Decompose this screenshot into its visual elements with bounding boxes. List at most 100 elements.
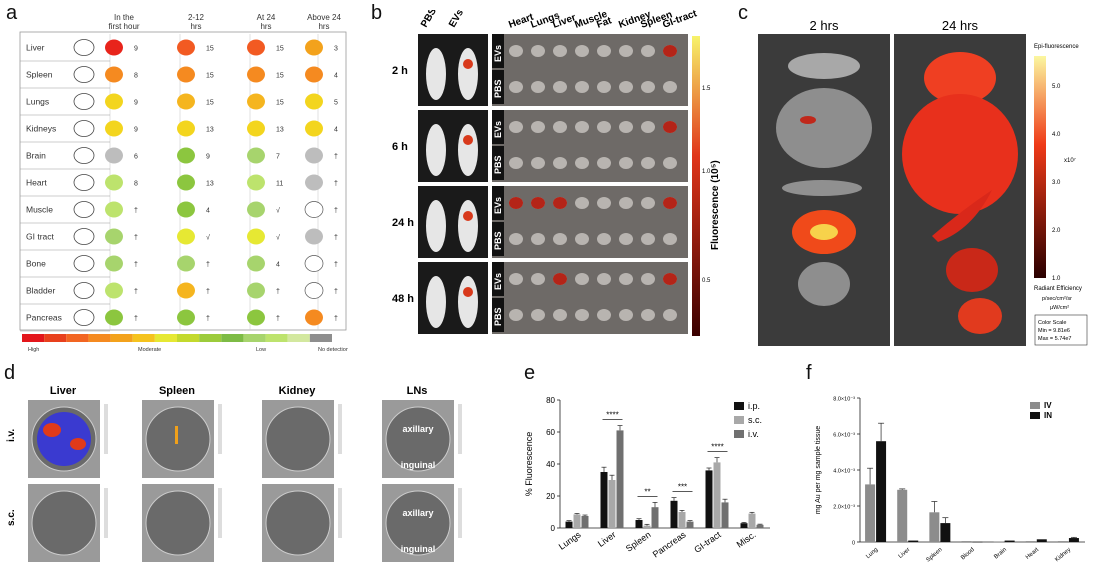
panel-a-organ-heat [177,120,195,137]
panel-b-organ-blob [531,81,545,93]
panel-d-ln-label: axillary [402,508,433,518]
panel-a-organ-outline [73,255,95,272]
panel-b-colorbar [692,36,700,336]
panel-a-organ-heat [247,174,265,191]
panel-b-mouse-signal [463,135,473,145]
panel-a-count: † [334,262,338,269]
panel-c-scale-box-line: Color Scale [1038,320,1066,326]
panel-b-row-tag: EVs [493,197,503,214]
panel-b-organ-blob [509,273,523,285]
panel-e-sig-label: **** [711,443,723,452]
panel-a-count: † [276,316,280,323]
panel-a-organ-outline [73,309,95,326]
panel-a-count: † [334,289,338,296]
panel-b-organ-blob [597,157,611,169]
panel-a-legend-swatch [154,334,177,342]
panel-c-signal [924,52,996,104]
panel-e-legend-label: s.c. [748,415,762,425]
panel-b-organ-header: Fat [595,15,613,31]
panel-b-row-tag: PBS [493,231,503,250]
panel-f-bar [876,441,887,542]
panel-b-organ-blob [553,157,567,169]
panel-a-count: 5 [334,100,338,107]
panel-b-organ-blob [641,309,655,321]
panel-b-organ-blob [619,45,633,57]
panel-b-organ-blob [597,45,611,57]
panel-b-organ-image [492,186,688,258]
panel-b-organ-signal [663,45,677,57]
panel-b-organ-blob [619,81,633,93]
panel-a-count: † [334,235,338,242]
panel-a-organ-heat [177,147,195,164]
panel-b-organ-blob [663,233,677,245]
panel-a-legend-swatch [309,334,332,342]
panel-a-legend-swatch [243,334,266,342]
panel-a-organ-heat [247,93,265,110]
panel-b-mouse-ev [458,276,478,328]
panel-a-organ-outline [73,120,95,137]
panel-a-count: † [276,289,280,296]
panel-a-organ-heat [105,147,123,164]
panel-b-organ-image [492,34,688,106]
panel-a-count: 9 [206,154,210,161]
panel-a-legend-label: Low [256,347,266,353]
panel-b-colorbar-title: Fluorescence (10⁵) [710,160,721,250]
panel-b-organ-signal [663,121,677,133]
panel-a-count: † [134,208,138,215]
panel-a-organ-heat [177,282,195,299]
panel-a-organ-name: Lungs [26,97,49,107]
panel-f-legend-swatch [1030,402,1040,409]
panel-b-row-tag-bg [492,146,504,180]
panel-a-organ-heat [177,93,195,110]
panel-label-d: d [4,362,16,384]
panel-a-count: 15 [206,100,214,107]
panel-f-y-tick-label: 4.0×10⁻³ [833,469,855,475]
panel-a-count: 15 [276,46,284,53]
panel-a-organ-heat [177,66,195,83]
panel-f-x-tick-label: Spleen [925,547,943,564]
panel-b-organ-blob [531,121,545,133]
panel-b-mouse-ev [458,124,478,176]
panel-f-legend-label: IN [1044,411,1052,420]
panel-b-organ-blob [663,157,677,169]
panel-a-organ-heat [247,309,265,326]
panel-e-y-tick-label: 60 [546,428,555,437]
panel-b-col-header: PBS [419,10,439,29]
panel-b-mouse-signal [463,211,473,221]
panel-a-organ-outline [73,282,95,299]
panel-e-bar [748,513,756,528]
panel-e-x-tick-label: Liver [596,529,618,548]
panel-d-spleen-signal [175,426,178,444]
panel-c-organ [798,262,850,306]
panel-c-colorbar-tick: 5.0 [1052,84,1061,90]
panel-e-bar [721,502,729,528]
panel-e-bar [600,472,608,528]
panel-d-plate [385,490,451,556]
panel-b-organ-blob [531,233,545,245]
panel-b-row-tag-bg [492,34,504,68]
panel-b-organ-blob [597,121,611,133]
panel-c-colorbar-tick: 2.0 [1052,228,1061,234]
panel-a-column-header: 2-12 [188,14,205,22]
panel-label-f: f [806,362,812,384]
panel-a-count: 9 [134,100,138,107]
panel-a-organ-name: Spleen [26,70,53,80]
panel-d-colorscale [458,488,462,538]
panel-b-organ-signal [553,273,567,285]
panel-d-ln-label: inguinal [401,544,436,554]
panel-b-organ-blob [619,309,633,321]
panel-d-col-header: LNs [407,385,428,397]
panel-b-organ-signal [531,197,545,209]
panel-e-y-tick-label: 20 [546,492,555,501]
panel-a-legend-swatch [110,334,133,342]
panel-c-signal [932,190,992,242]
panel-e-bar [608,480,616,528]
panel-c-colorbar-title: Epi-fluorescence [1034,44,1079,50]
panel-b-organ-image [492,110,688,182]
panel-a-organ-name: GI tract [26,232,55,242]
panel-f-bar-chart: 0 2.0×10⁻³ 4.0×10⁻³ 6.0×10⁻³ 8.0×10⁻³ mg Au p… [815,397,1085,564]
panel-a-column-header: hrs [190,22,201,31]
panel-c-organ [788,53,860,79]
panel-a-count: 3 [334,46,338,53]
panel-a-organ-heat [177,39,195,56]
